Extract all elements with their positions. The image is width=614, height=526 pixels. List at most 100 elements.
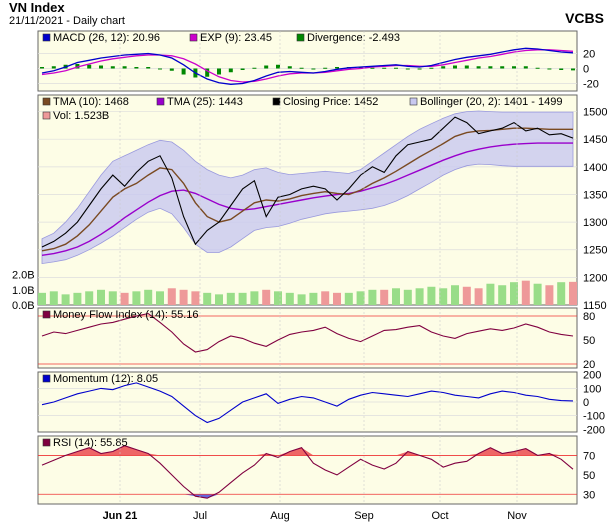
volume-bar [380,289,389,305]
divergence-bar [311,68,316,70]
macd-legend-swatch [42,33,51,42]
volume-bar [262,289,271,305]
rsi-legend-label: RSI (14): 55.85 [53,437,128,449]
volume-bar [486,283,495,305]
volume-bar [333,292,341,305]
price-y-tick: 1150 [583,300,607,312]
volume-bar [144,289,153,305]
divergence-bar [169,68,174,71]
exp-legend-swatch [189,33,198,42]
divergence-bar [217,68,221,75]
x-axis-label: Nov [507,510,527,522]
divergence-bar [99,65,103,69]
divergence-bar [252,67,257,69]
mfi-line [41,313,574,353]
rsi-y-tick: 50 [583,470,595,482]
divergence-bar [547,68,552,70]
divergence-bar [535,67,540,69]
mfi-y-tick: 50 [583,335,595,347]
tma10-line [41,127,573,252]
x-axis-label: Aug [270,510,290,522]
volume-bar [156,291,164,305]
mfi-legend-label: Money Flow Index (14): 55.16 [53,309,199,321]
divergence-bar [488,66,493,69]
volume-bar [120,292,129,305]
volume-bar [297,294,306,305]
volume-bar [557,282,566,305]
divergence-bar [523,66,528,69]
tma10-legend-swatch [42,97,51,106]
divergence-bar [228,68,233,73]
volume-bar [569,281,577,305]
volume-y-tick: 1.0B [12,285,35,297]
x-axis-label: Sep [354,510,374,522]
rsi-overbought-fill [42,445,573,456]
vol-legend-swatch [42,111,51,120]
exp-legend-label: EXP (9): 23.45 [200,32,272,44]
tma10-legend-label: TMA (10): 1468 [53,96,129,108]
mfi-y-tick: 20 [583,359,595,371]
divergence-bar [205,68,210,77]
macd-line [41,47,574,85]
volume-bar [85,291,94,305]
divergence-bar [370,67,375,69]
closing-price-legend-label: Closing Price: 1452 [283,96,378,108]
divergence-bar [40,67,44,69]
volume-bar [521,280,530,305]
rsi-y-tick: 30 [583,489,595,501]
volume-bar [533,283,542,305]
divergence-bar [335,67,339,69]
divergence-bar [417,68,422,70]
divergence-bar [181,68,186,75]
divergence-bar [559,68,564,70]
x-axis-label: Jun 21 [103,510,138,522]
volume-bar [510,282,518,305]
bollinger-legend-label: Bollinger (20, 2): 1401 - 1499 [420,96,562,108]
divergence-bar [382,67,387,69]
volume-bar [356,291,365,305]
divergence-bar [276,64,280,69]
momentum-y-tick: 100 [583,383,601,395]
divergence-bar [122,66,127,69]
divergence-bar [87,64,92,69]
volume-bar [321,291,330,305]
volume-bar [179,289,188,305]
divergence-legend-swatch [296,33,305,42]
mfi-legend-swatch [42,310,51,319]
divergence-bar [323,67,328,69]
x-axis-label: Oct [431,510,448,522]
macd-y-tick: 20 [583,49,595,61]
divergence-bar [240,68,245,70]
price-y-tick: 1250 [583,245,607,257]
brand-label: VCBS [565,10,604,26]
divergence-bar [405,68,410,70]
volume-bar [462,286,471,305]
divergence-bar [110,66,115,69]
volume-bar [309,292,318,305]
volume-bar [167,288,176,305]
tma25-legend-label: TMA (25): 1443 [167,96,243,108]
divergence-bar [146,67,151,69]
divergence-bar [75,64,80,69]
vol-legend-label: Vol: 1.523B [53,110,109,122]
momentum-y-tick: 200 [583,370,601,382]
divergence-bar [299,67,304,69]
volume-bar [97,289,105,305]
volume-bar [427,286,436,305]
volume-bar [415,288,424,305]
divergence-bar [453,65,457,69]
price-y-tick: 1350 [583,189,607,201]
price-y-tick: 1300 [583,217,607,229]
volume-y-tick: 2.0B [12,270,35,282]
chart-title: VN Index [9,0,65,15]
momentum-legend-swatch [42,374,51,383]
divergence-bar [476,66,481,69]
volume-bar [285,292,294,305]
volume-bar [392,288,400,305]
divergence-bar [287,66,292,69]
momentum-y-tick: 0 [583,397,589,409]
momentum-line [41,382,574,424]
divergence-bar [441,66,446,69]
volume-bar [203,292,212,305]
divergence-bar [51,66,56,69]
